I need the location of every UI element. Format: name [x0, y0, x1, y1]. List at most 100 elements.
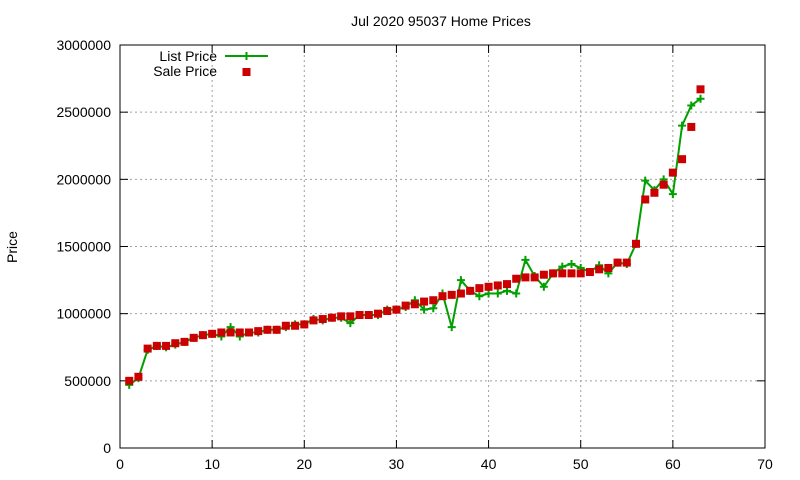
sale-price-point	[650, 188, 659, 197]
sale-price-point	[291, 321, 300, 330]
sale-price-point	[143, 344, 152, 353]
x-tick-label: 0	[116, 456, 124, 472]
sale-price-point	[429, 296, 438, 305]
sale-price-point	[318, 315, 327, 324]
sale-price-point	[420, 297, 429, 306]
sale-price-point	[438, 292, 447, 301]
sale-price-point	[466, 286, 475, 295]
sale-price-point	[281, 321, 290, 330]
x-tick-label: 70	[757, 456, 773, 472]
sale-price-point	[622, 258, 631, 267]
sale-price-point	[585, 268, 594, 277]
sale-price-point	[447, 290, 456, 299]
sale-price-point	[254, 327, 263, 336]
sale-price-point	[687, 122, 696, 131]
sale-price-point	[208, 329, 217, 338]
sale-price-point	[512, 274, 521, 283]
list-price-point	[420, 305, 429, 314]
sale-price-point	[567, 269, 576, 278]
sale-price-point	[364, 311, 373, 320]
sale-price-point	[530, 273, 539, 282]
sale-price-point	[641, 195, 650, 204]
legend-label-sale-price: Sale Price	[153, 63, 217, 79]
sale-price-point	[503, 280, 511, 289]
sale-price-point	[576, 269, 585, 278]
list-price-point	[475, 292, 484, 301]
list-price-point	[668, 190, 677, 199]
sale-price-point	[484, 282, 493, 291]
sale-price-point	[549, 269, 558, 278]
y-tick-label: 2500000	[56, 104, 111, 120]
sale-price-point	[696, 85, 705, 94]
y-tick-label: 3000000	[56, 37, 111, 53]
sale-price-point	[632, 239, 640, 248]
list-price-point	[512, 289, 521, 298]
y-tick-label: 2000000	[56, 171, 111, 187]
sale-price-point	[337, 312, 346, 321]
chart-title: Jul 2020 95037 Home Prices	[351, 13, 531, 29]
legend: List Price Sale Price	[153, 48, 268, 79]
sale-price-point	[392, 305, 401, 314]
sale-price-point	[410, 300, 419, 309]
plot-border	[119, 44, 766, 449]
sale-price-point	[475, 284, 484, 293]
list-price-point	[687, 101, 696, 110]
sale-price-point	[263, 325, 272, 334]
sale-price-point	[346, 312, 355, 321]
y-tick-label: 1000000	[56, 306, 111, 322]
sale-price-point	[134, 372, 143, 381]
sale-price-point	[235, 328, 244, 337]
list-price-point	[484, 289, 493, 298]
sale-price-point	[604, 263, 613, 272]
legend-marker-list-price	[242, 52, 251, 60]
sale-price-point	[226, 328, 235, 337]
sale-price-point	[171, 339, 180, 348]
list-price-point	[696, 94, 705, 103]
sale-price-point	[180, 337, 189, 346]
list-price-point	[558, 262, 567, 271]
x-tick-label: 40	[481, 456, 497, 472]
sale-price-point	[558, 269, 567, 278]
list-price-point	[521, 255, 530, 264]
y-axis-label: Price	[4, 231, 20, 263]
sale-price-point	[245, 328, 253, 337]
list-price-point	[456, 276, 465, 285]
series-line-list-price	[128, 97, 702, 386]
sale-price-point	[272, 325, 281, 334]
sale-price-point	[613, 258, 622, 267]
sale-price-point	[539, 270, 548, 279]
y-tick-label: 0	[103, 440, 111, 456]
sale-price-point	[456, 289, 465, 298]
x-tick-label: 10	[204, 456, 220, 472]
sale-price-point	[327, 313, 336, 322]
sale-price-point	[355, 311, 364, 320]
ticks: 0 500000 1000000 1500000 2000000 2500000 30000…	[56, 37, 773, 472]
sale-price-point	[309, 316, 318, 325]
list-price-point	[346, 319, 355, 328]
list-price-point	[493, 289, 502, 298]
legend-marker-sale-price	[242, 68, 251, 76]
sale-price-point	[659, 180, 668, 189]
sale-price-point	[152, 341, 161, 350]
sale-price-point	[217, 328, 226, 337]
list-price-point	[641, 176, 650, 185]
grid	[120, 45, 765, 448]
list-price-point	[567, 259, 576, 268]
x-tick-label: 20	[296, 456, 312, 472]
sale-price-point	[678, 155, 687, 164]
list-price-point	[429, 304, 438, 313]
list-price-point	[539, 282, 548, 291]
plot-area	[125, 85, 705, 389]
y-tick-label: 1500000	[56, 239, 111, 255]
sale-price-point	[198, 331, 207, 340]
list-price-point	[678, 121, 687, 130]
sale-price-point	[383, 306, 392, 315]
legend-label-list-price: List Price	[159, 48, 217, 64]
x-tick-label: 50	[573, 456, 589, 472]
sale-price-point	[493, 281, 502, 290]
sale-price-point	[668, 168, 677, 177]
sale-price-point	[374, 309, 382, 318]
list-price-point	[503, 286, 511, 295]
sale-price-point	[162, 341, 171, 350]
